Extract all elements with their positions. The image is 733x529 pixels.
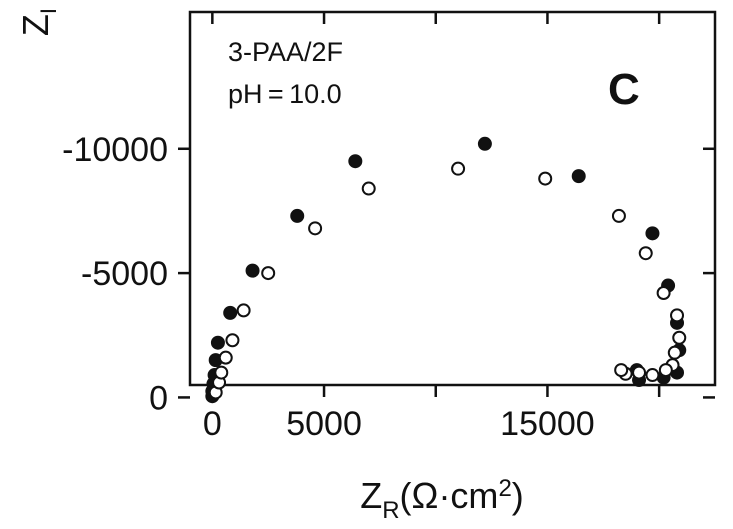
y-axis-title-main: Z — [15, 14, 56, 36]
y-axis-title-sub: I — [36, 8, 61, 14]
y-axis-title: ZI — [15, 8, 61, 36]
y-tick-label: -5000 — [81, 255, 168, 293]
data-point-open — [645, 368, 660, 383]
annotation-polymer: 3-PAA/2F — [228, 37, 343, 67]
plot-area: 0 5000 15000 0 -5000 -10000 — [62, 10, 717, 443]
plot-frame — [188, 10, 717, 387]
data-point-filled — [645, 226, 660, 241]
x-tick-label: 0 — [203, 405, 222, 443]
data-point-open — [672, 330, 687, 345]
svg-text:ZI: ZI — [15, 8, 61, 36]
data-point-open — [632, 365, 647, 380]
data-point-open — [538, 171, 553, 186]
data-point-filled — [571, 169, 586, 184]
data-point-open — [656, 285, 671, 300]
x-tick-label: 5000 — [286, 405, 362, 443]
x-axis-title-main: Z — [360, 475, 382, 516]
x-axis-title-unit-close: ) — [512, 475, 524, 516]
data-point-open — [670, 308, 685, 323]
data-point-open — [261, 266, 276, 281]
data-point-open — [361, 181, 376, 196]
data-point-open — [658, 363, 673, 378]
data-point-filled — [210, 335, 225, 350]
x-axis-title-unit-sup: 2 — [498, 475, 511, 502]
data-point-filled — [223, 305, 238, 320]
y-tick-label: 0 — [149, 379, 168, 417]
y-tick-label: -10000 — [62, 131, 168, 169]
x-axis-title-unit: (Ω·cm — [400, 475, 499, 516]
data-point-filled — [477, 136, 492, 151]
data-point-open — [614, 363, 629, 378]
data-point-filled — [348, 154, 363, 169]
data-point-open — [218, 350, 233, 365]
data-point-open — [236, 303, 251, 318]
data-point-open — [451, 161, 466, 176]
data-point-filled — [245, 263, 260, 278]
x-axis-title: ZR(Ω·cm2) — [360, 475, 524, 524]
data-point-open — [667, 345, 682, 360]
data-point-open — [611, 208, 626, 223]
data-point-open — [308, 221, 323, 236]
panel-label: C — [608, 65, 640, 114]
x-tick-label: 15000 — [500, 405, 595, 443]
data-point-filled — [290, 208, 305, 223]
annotation-ph: pH = 10.0 — [228, 79, 342, 109]
data-point-open — [225, 333, 240, 348]
x-axis-title-sub: R — [382, 497, 399, 524]
data-point-open — [638, 246, 653, 261]
data-point-open — [214, 365, 229, 380]
